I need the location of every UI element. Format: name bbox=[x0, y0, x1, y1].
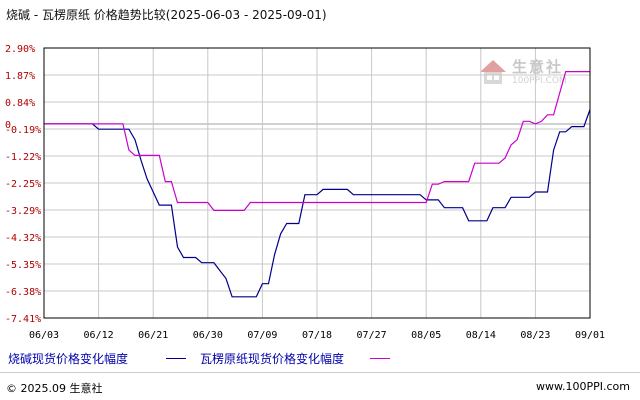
x-tick-label: 08/23 bbox=[520, 330, 550, 341]
watermark-name: 生意社 bbox=[512, 58, 564, 76]
legend-label-series2: 瓦楞原纸现货价格变化幅度 bbox=[200, 352, 345, 366]
zero-label: 0 bbox=[5, 120, 11, 131]
chart-series bbox=[44, 70, 591, 298]
series-line-2 bbox=[44, 70, 590, 211]
legend-line-series2 bbox=[370, 358, 390, 359]
footer-copyright: © 2025.09 生意社 bbox=[6, 382, 103, 395]
x-tick-label: 08/14 bbox=[466, 330, 496, 341]
series-line-1 bbox=[44, 109, 591, 298]
x-tick-label: 07/09 bbox=[247, 330, 277, 341]
x-tick-label: 06/30 bbox=[193, 330, 223, 341]
x-tick-label: 06/12 bbox=[84, 330, 114, 341]
x-tick-label: 09/01 bbox=[575, 330, 605, 341]
chart-title: 烧碱 - 瓦楞原纸 价格趋势比较(2025-06-03 - 2025-09-01… bbox=[6, 8, 327, 22]
x-tick-label: 06/03 bbox=[29, 330, 59, 341]
legend: 烧碱现货价格变化幅度 瓦楞原纸现货价格变化幅度 bbox=[0, 350, 640, 370]
footer: © 2025.09 生意社 www.100PPI.com bbox=[0, 376, 640, 396]
y-tick-label: -4.32% bbox=[5, 233, 41, 244]
chart-grid bbox=[43, 47, 591, 319]
x-tick-label: 08/05 bbox=[411, 330, 441, 341]
y-tick-label: 1.87% bbox=[5, 71, 35, 82]
y-tick-label: 0.84% bbox=[5, 98, 35, 109]
chart-frame bbox=[43, 47, 591, 319]
y-axis-ticks: 2.90% 1.87% 0.84% -0.19% -1.22% -2.25% -3.29% -… bbox=[5, 44, 41, 325]
y-tick-label: -7.41% bbox=[5, 314, 41, 325]
x-tick-label: 07/27 bbox=[357, 330, 387, 341]
y-tick-label: -2.25% bbox=[5, 179, 41, 190]
watermark-logo: 生意社 100PPI.COM bbox=[478, 54, 578, 94]
x-tick-label: 06/21 bbox=[138, 330, 168, 341]
y-tick-label: -1.22% bbox=[5, 152, 41, 163]
y-tick-label: -6.38% bbox=[5, 287, 41, 298]
y-tick-label: -0.19% bbox=[5, 125, 41, 136]
y-tick-label: -3.29% bbox=[5, 206, 41, 217]
x-axis-ticks: 06/03 06/12 06/21 06/30 07/09 07/18 07/27 08/05… bbox=[29, 330, 605, 341]
watermark-url: 100PPI.COM bbox=[512, 76, 567, 86]
legend-label-series1: 烧碱现货价格变化幅度 bbox=[8, 352, 129, 366]
y-tick-label: 2.90% bbox=[5, 44, 35, 55]
x-tick-label: 07/18 bbox=[302, 330, 332, 341]
footer-divider bbox=[0, 372, 640, 373]
plot-border bbox=[43, 47, 591, 319]
legend-line-series1 bbox=[166, 358, 186, 359]
footer-site-link[interactable]: www.100PPI.com bbox=[536, 380, 630, 393]
y-tick-label: -5.35% bbox=[5, 260, 41, 271]
